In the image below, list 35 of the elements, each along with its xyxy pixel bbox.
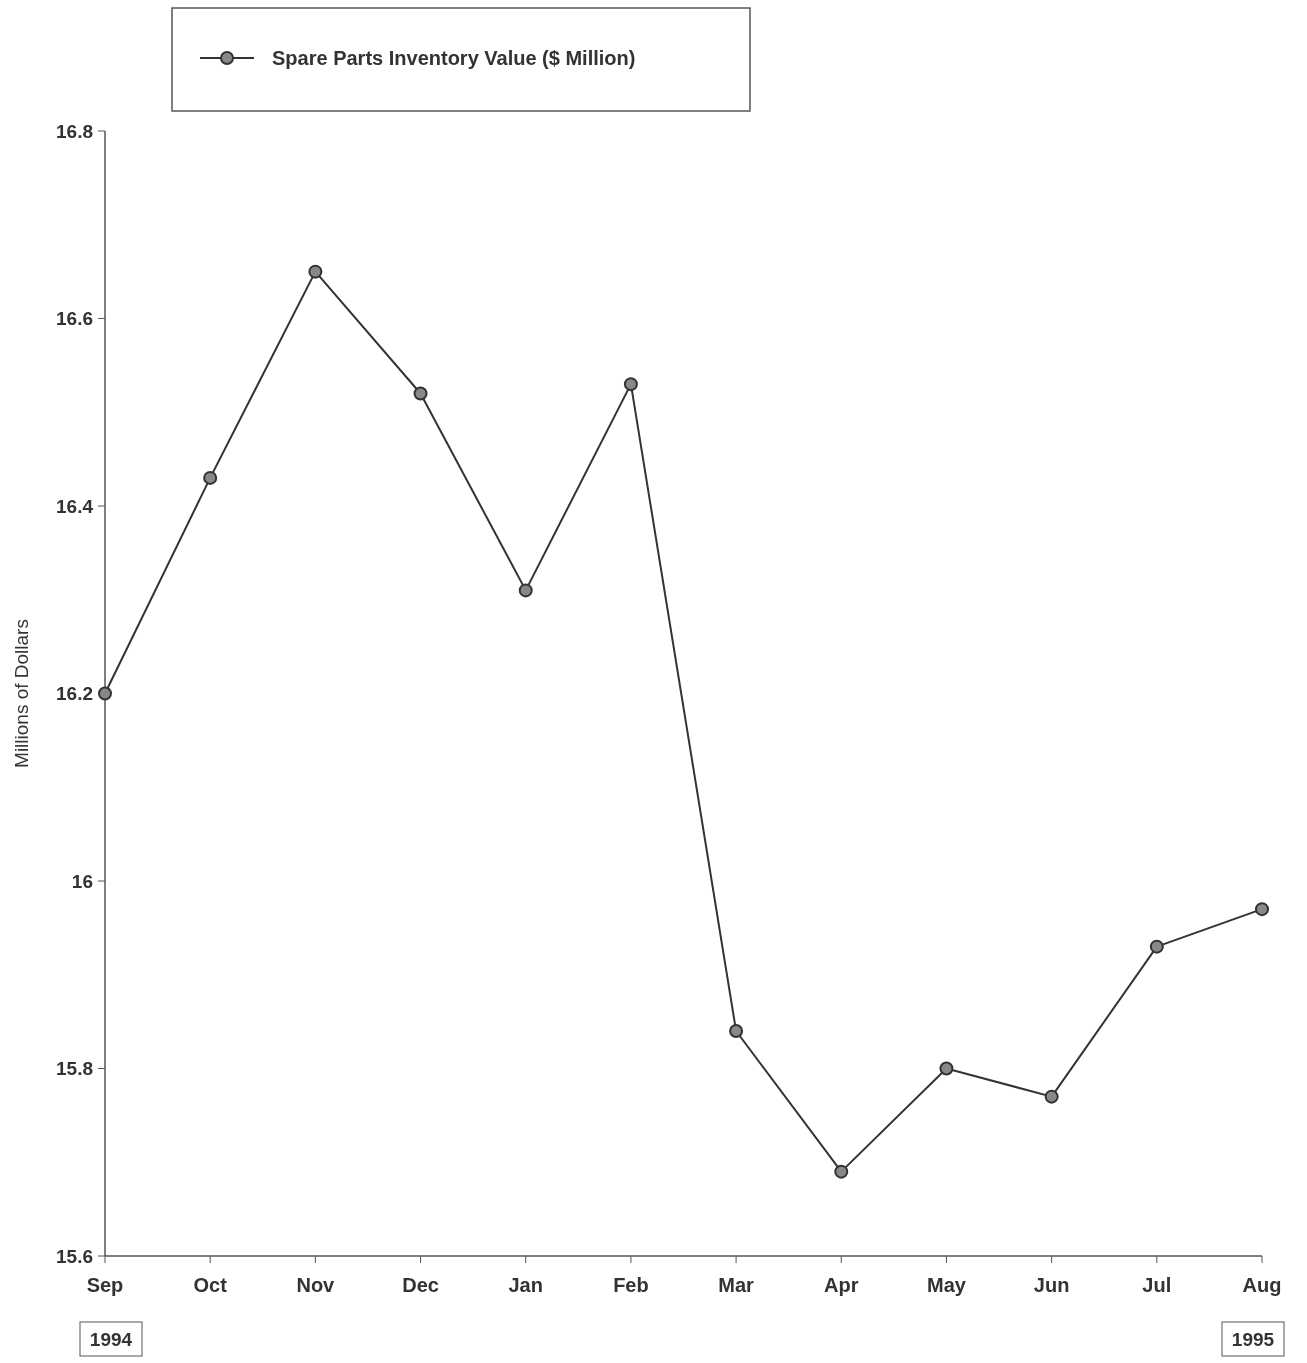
y-tick-label: 16.6 bbox=[56, 308, 93, 330]
x-tick-label: Dec bbox=[402, 1274, 439, 1296]
x-tick-label: Mar bbox=[718, 1274, 755, 1296]
point bbox=[1149, 939, 1164, 954]
text: 1995 bbox=[1231, 1328, 1275, 1350]
point bbox=[518, 583, 533, 598]
point bbox=[1255, 902, 1269, 917]
y-tick-label: 15.8 bbox=[56, 1058, 93, 1080]
point bbox=[834, 1164, 849, 1179]
y-tick-label: 16.4 bbox=[56, 495, 94, 517]
y-tick-label: 16.8 bbox=[56, 120, 93, 142]
x-tick-label: Apr bbox=[824, 1274, 859, 1296]
y-tick-label: 16 bbox=[71, 870, 93, 892]
y-tick-label: 15.6 bbox=[56, 1245, 93, 1267]
point bbox=[1044, 1089, 1059, 1104]
x-tick-label: Jun bbox=[1033, 1274, 1070, 1296]
legend-label: Spare Parts Inventory Value ($ Million) bbox=[272, 47, 636, 69]
y-axis-title: Millions of Dollars bbox=[11, 619, 32, 768]
point bbox=[623, 377, 638, 392]
point bbox=[729, 1024, 744, 1038]
point bbox=[413, 386, 428, 401]
x-tick-label: Nov bbox=[296, 1274, 336, 1296]
text: 1994 bbox=[89, 1328, 133, 1350]
x-tick-label: Sep bbox=[86, 1274, 124, 1296]
y-tick-label: 16.2 bbox=[56, 683, 93, 705]
x-tick-label: Oct bbox=[193, 1274, 228, 1296]
point bbox=[308, 264, 323, 279]
x-tick-label: Jan bbox=[508, 1274, 543, 1296]
point bbox=[939, 1061, 954, 1076]
x-tick-label: Aug bbox=[1242, 1274, 1282, 1296]
x-tick-label: Jul bbox=[1142, 1274, 1172, 1296]
point bbox=[203, 470, 218, 485]
x-tick-label: Feb bbox=[613, 1274, 649, 1296]
x-tick-label: May bbox=[927, 1274, 967, 1296]
point bbox=[98, 686, 112, 701]
